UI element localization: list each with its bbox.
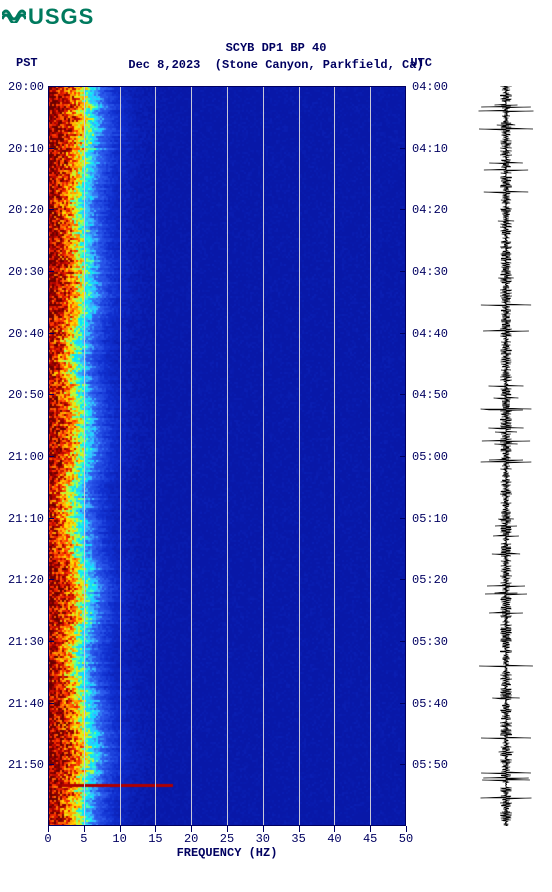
x-tick: 25	[220, 832, 234, 846]
x-tick: 50	[399, 832, 413, 846]
y-axis-left: 20:0020:1020:2020:3020:4020:5021:0021:10…	[0, 86, 48, 826]
y-right-tick: 04:50	[406, 388, 456, 402]
spectrogram-canvas	[48, 86, 406, 826]
y-left-tick: 21:00	[0, 450, 48, 464]
spectrogram-plot	[48, 86, 406, 826]
x-tick: 45	[363, 832, 377, 846]
y-right-tick: 04:40	[406, 327, 456, 341]
x-tick: 5	[80, 832, 87, 846]
y-left-tick: 20:30	[0, 265, 48, 279]
tz-left-label: PST	[16, 56, 38, 70]
y-right-tick: 05:00	[406, 450, 456, 464]
seismogram-strip	[476, 86, 536, 826]
y-right-tick: 05:10	[406, 512, 456, 526]
wave-icon	[2, 5, 26, 29]
chart-title: SCYB DP1 BP 40	[0, 40, 552, 57]
x-tick: 35	[291, 832, 305, 846]
y-left-tick: 21:50	[0, 758, 48, 772]
y-right-tick: 04:00	[406, 80, 456, 94]
y-right-tick: 05:30	[406, 635, 456, 649]
x-tick: 40	[327, 832, 341, 846]
x-tick: 0	[44, 832, 51, 846]
y-left-tick: 20:20	[0, 203, 48, 217]
chart-subtitle: Dec 8,2023 (Stone Canyon, Parkfield, Ca)	[0, 57, 552, 74]
logo-text: USGS	[28, 4, 94, 30]
y-right-tick: 04:30	[406, 265, 456, 279]
x-tick: 30	[256, 832, 270, 846]
y-left-tick: 20:00	[0, 80, 48, 94]
y-right-tick: 04:10	[406, 142, 456, 156]
tz-right-label: UTC	[410, 56, 432, 70]
seismogram-trace	[479, 86, 534, 826]
x-tick: 10	[112, 832, 126, 846]
y-left-tick: 21:30	[0, 635, 48, 649]
x-tick: 15	[148, 832, 162, 846]
y-left-tick: 20:40	[0, 327, 48, 341]
y-right-tick: 05:50	[406, 758, 456, 772]
x-axis-label: FREQUENCY (HZ)	[48, 846, 406, 860]
y-right-tick: 05:20	[406, 573, 456, 587]
y-left-tick: 21:40	[0, 697, 48, 711]
y-right-tick: 05:40	[406, 697, 456, 711]
x-tick: 20	[184, 832, 198, 846]
usgs-logo: USGS	[2, 4, 94, 30]
y-left-tick: 21:10	[0, 512, 48, 526]
y-axis-right: 04:0004:1004:2004:3004:4004:5005:0005:10…	[406, 86, 456, 826]
y-left-tick: 20:50	[0, 388, 48, 402]
y-left-tick: 20:10	[0, 142, 48, 156]
y-left-tick: 21:20	[0, 573, 48, 587]
y-right-tick: 04:20	[406, 203, 456, 217]
